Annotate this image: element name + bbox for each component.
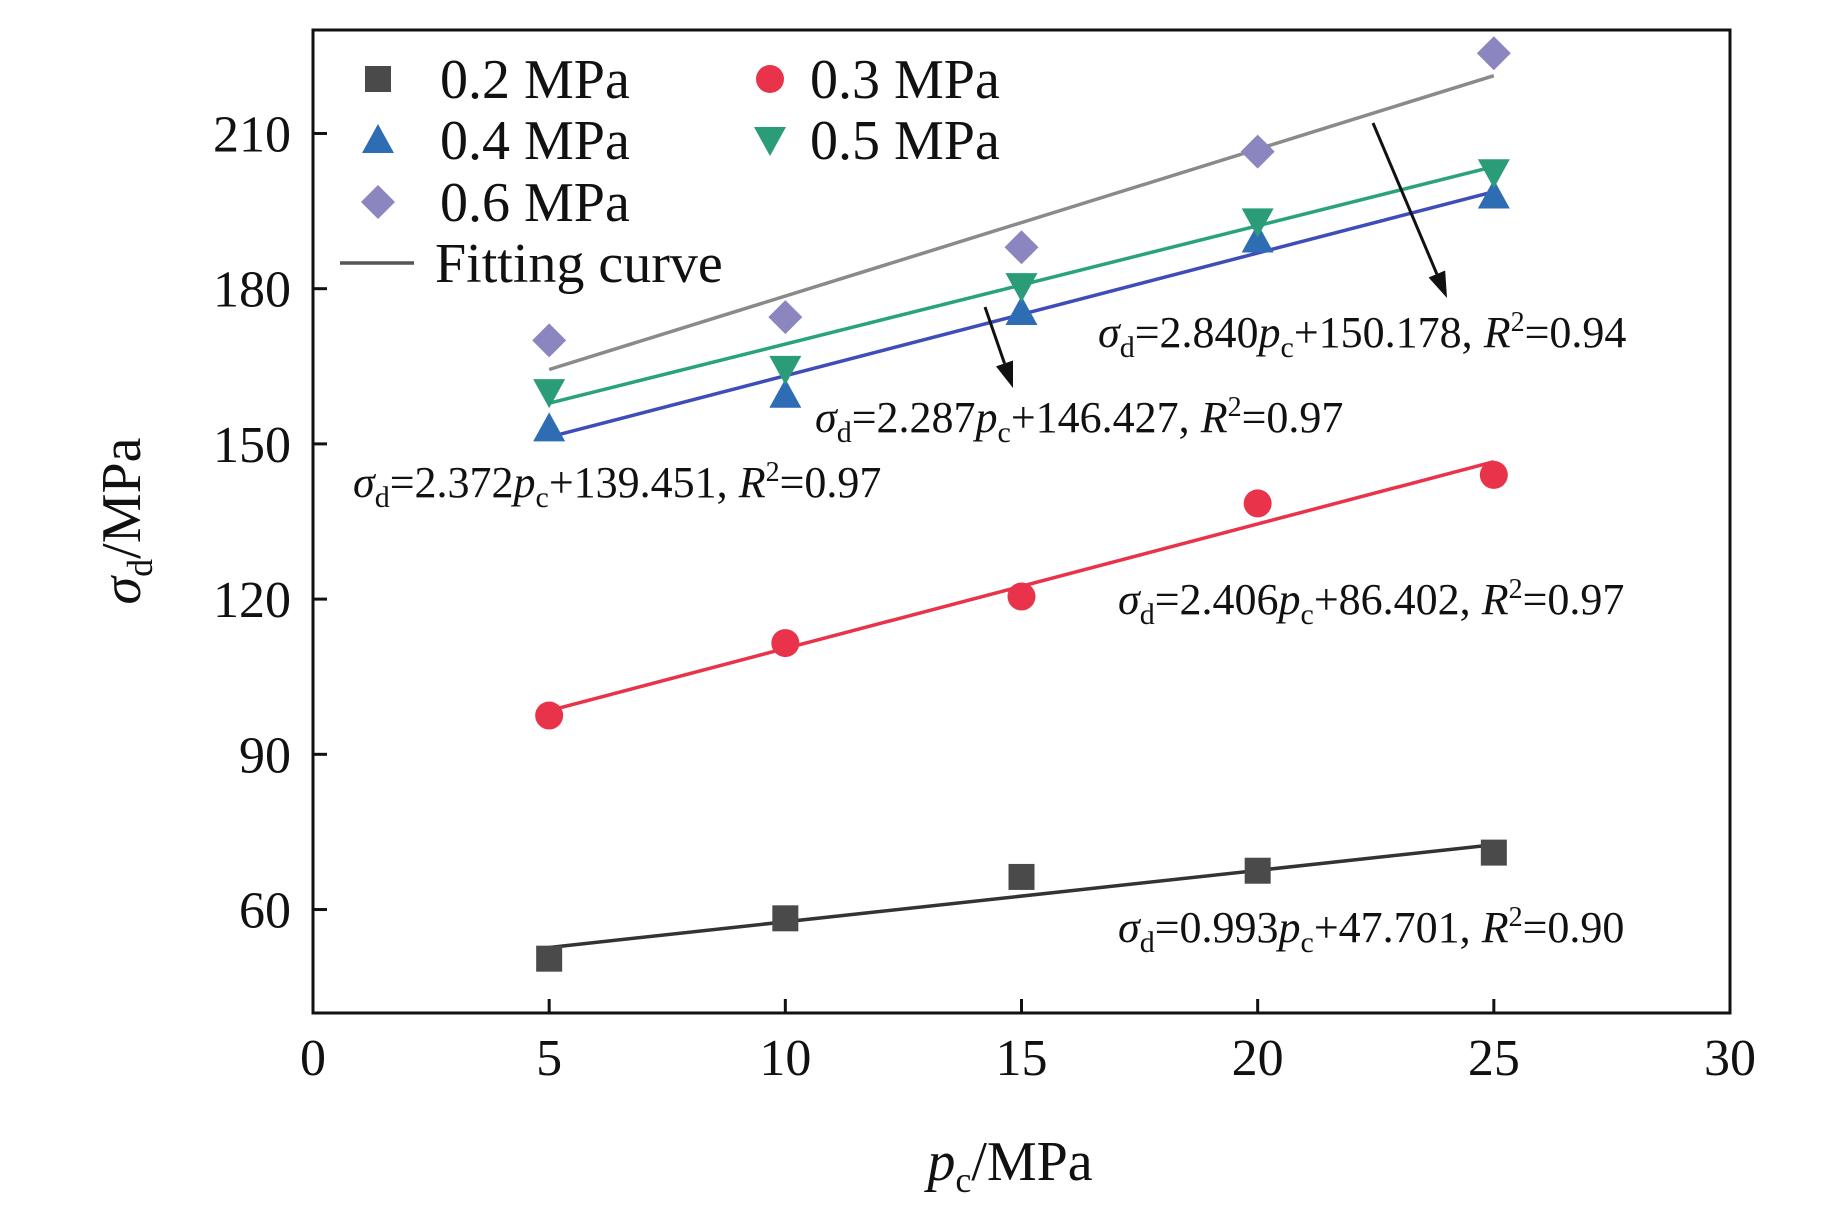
data-point-4-1 <box>768 300 803 335</box>
x-tick-label: 0 <box>300 1030 326 1087</box>
data-point-0-0 <box>536 945 563 972</box>
y-tick-label: 60 <box>239 883 291 940</box>
x-axis-unit: /MPa <box>971 1131 1092 1193</box>
x-axis-title: pc/MPa <box>923 1131 1092 1200</box>
x-tick-label: 10 <box>759 1030 811 1087</box>
y-axis: 60 90 120 150 180 210 <box>213 106 327 940</box>
x-tick-label: 25 <box>1468 1030 1520 1087</box>
fit-equations: σd=0.993pc+47.701, R2=0.90 σd=2.406pc+86.… <box>353 307 1626 959</box>
data-point-2-2 <box>1005 295 1038 325</box>
y-tick-label: 210 <box>213 106 291 163</box>
legend-marker-2 <box>362 124 394 153</box>
legend-label-4: 0.6 MPa <box>440 172 630 234</box>
data-point-2-0 <box>533 412 566 442</box>
legend-marker-4 <box>361 185 395 219</box>
legend-item-2: 0.4 MPa <box>362 110 630 172</box>
data-point-0-3 <box>1244 857 1271 884</box>
legend-item-1: 0.3 MPa <box>756 49 1000 111</box>
legend-marker-1 <box>756 65 784 93</box>
data-point-1-0 <box>535 701 564 730</box>
x-tick-label: 15 <box>996 1030 1048 1087</box>
y-tick-label: 180 <box>213 262 291 319</box>
fit-equation-2: σd=2.372pc+139.451, R2=0.97 <box>353 457 881 514</box>
fit-line-4 <box>548 73 1495 372</box>
data-point-3-4 <box>1477 159 1510 189</box>
x-tick-label: 5 <box>536 1030 562 1087</box>
y-axis-title: σd/MPa <box>91 437 160 604</box>
x-axis-symbol: p <box>923 1131 955 1193</box>
y-axis-unit: /MPa <box>91 437 153 558</box>
data-point-1-3 <box>1243 489 1272 518</box>
data-point-2-1 <box>769 378 802 408</box>
x-tick-label: 30 <box>1704 1030 1756 1087</box>
legend-item-3: 0.5 MPa <box>754 110 1000 172</box>
legend: 0.2 MPa 0.3 MPa 0.4 MPa 0.5 MPa 0.6 MPaFitti… <box>340 49 1000 295</box>
data-point-3-3 <box>1241 208 1274 238</box>
data-point-2-4 <box>1477 179 1510 209</box>
legend-label-3: 0.5 MPa <box>810 110 1000 172</box>
legend-item-0: 0.2 MPa <box>365 49 630 111</box>
legend-item-4: 0.6 MPa <box>361 172 630 234</box>
y-axis-subscript: d <box>120 559 160 577</box>
data-point-3-2 <box>1005 273 1038 303</box>
data-point-3-0 <box>533 379 566 409</box>
data-point-1-1 <box>771 629 800 658</box>
legend-fit-label: Fitting curve <box>435 233 723 295</box>
data-point-4-2 <box>1004 230 1039 265</box>
fit-equation-3: σd=2.287pc+146.427, R2=0.97 <box>815 392 1343 449</box>
x-tick-label: 20 <box>1232 1030 1284 1087</box>
data-point-0-4 <box>1480 839 1507 866</box>
data-markers <box>532 36 1511 972</box>
fit-line-0 <box>548 842 1495 950</box>
y-axis-symbol: σ <box>91 574 153 604</box>
arrow-0-6-mpa <box>1371 122 1447 298</box>
data-point-3-1 <box>769 355 802 385</box>
fit-equation-4: σd=2.840pc+150.178, R2=0.94 <box>1098 307 1626 364</box>
x-axis-subscript: c <box>955 1160 971 1200</box>
data-point-0-2 <box>1008 863 1035 890</box>
legend-label-1: 0.3 MPa <box>810 49 1000 111</box>
data-point-4-3 <box>1240 134 1275 169</box>
fit-equation-1: σd=2.406pc+86.402, R2=0.97 <box>1118 574 1624 631</box>
y-tick-label: 90 <box>239 727 291 784</box>
x-axis: 0 5 10 15 20 25 30 <box>300 999 1756 1087</box>
legend-marker-3 <box>754 127 786 156</box>
legend-marker-0 <box>365 66 391 92</box>
legend-label-0: 0.2 MPa <box>440 49 630 111</box>
data-point-4-4 <box>1476 36 1511 71</box>
y-tick-label: 150 <box>213 417 291 474</box>
legend-item-fit: Fitting curve <box>340 233 723 295</box>
fit-lines <box>548 73 1495 950</box>
annotation-arrows <box>983 122 1447 388</box>
legend-label-2: 0.4 MPa <box>440 110 630 172</box>
data-point-1-2 <box>1007 582 1036 611</box>
data-point-2-3 <box>1241 223 1274 253</box>
y-tick-label: 120 <box>213 572 291 629</box>
arrow-0-5-mpa <box>983 306 1014 388</box>
data-point-1-4 <box>1479 460 1508 489</box>
data-point-4-0 <box>532 323 567 358</box>
data-point-0-1 <box>772 905 799 932</box>
fit-equation-0: σd=0.993pc+47.701, R2=0.90 <box>1118 902 1624 959</box>
